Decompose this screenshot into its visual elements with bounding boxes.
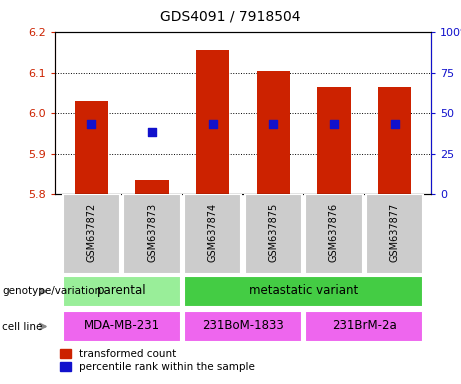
Text: 231BoM-1833: 231BoM-1833 [202,319,284,332]
Bar [63,276,181,307]
Text: GSM637872: GSM637872 [86,203,96,262]
Bar [123,194,181,274]
Text: GDS4091 / 7918504: GDS4091 / 7918504 [160,9,301,23]
Bar [63,311,181,342]
Text: genotype/variation: genotype/variation [2,286,101,296]
Bar [196,50,230,194]
Bar [75,101,108,194]
Point [209,121,216,127]
Text: GSM637876: GSM637876 [329,203,339,262]
Bar [257,71,290,194]
Text: GSM637877: GSM637877 [390,203,400,262]
Point [391,121,398,127]
Text: MDA-MB-231: MDA-MB-231 [83,319,160,332]
Text: GSM637873: GSM637873 [147,203,157,262]
Point [88,121,95,127]
Bar [184,311,302,342]
Text: parental: parental [97,284,147,297]
Bar [244,194,302,274]
Point [270,121,277,127]
Bar [305,311,423,342]
Bar [136,180,169,194]
Text: cell line: cell line [2,321,43,331]
Bar [305,194,363,274]
Bar [378,87,411,194]
Text: GSM637875: GSM637875 [268,203,278,262]
Point [330,121,337,127]
Bar [184,194,242,274]
Legend: transformed count, percentile rank within the sample: transformed count, percentile rank withi… [60,349,255,372]
Text: GSM637874: GSM637874 [207,203,218,262]
Bar [366,194,423,274]
Bar [63,194,120,274]
Bar [317,87,351,194]
Bar [184,276,423,307]
Text: metastatic variant: metastatic variant [249,284,358,297]
Point [148,129,156,136]
Text: 231BrM-2a: 231BrM-2a [332,319,396,332]
